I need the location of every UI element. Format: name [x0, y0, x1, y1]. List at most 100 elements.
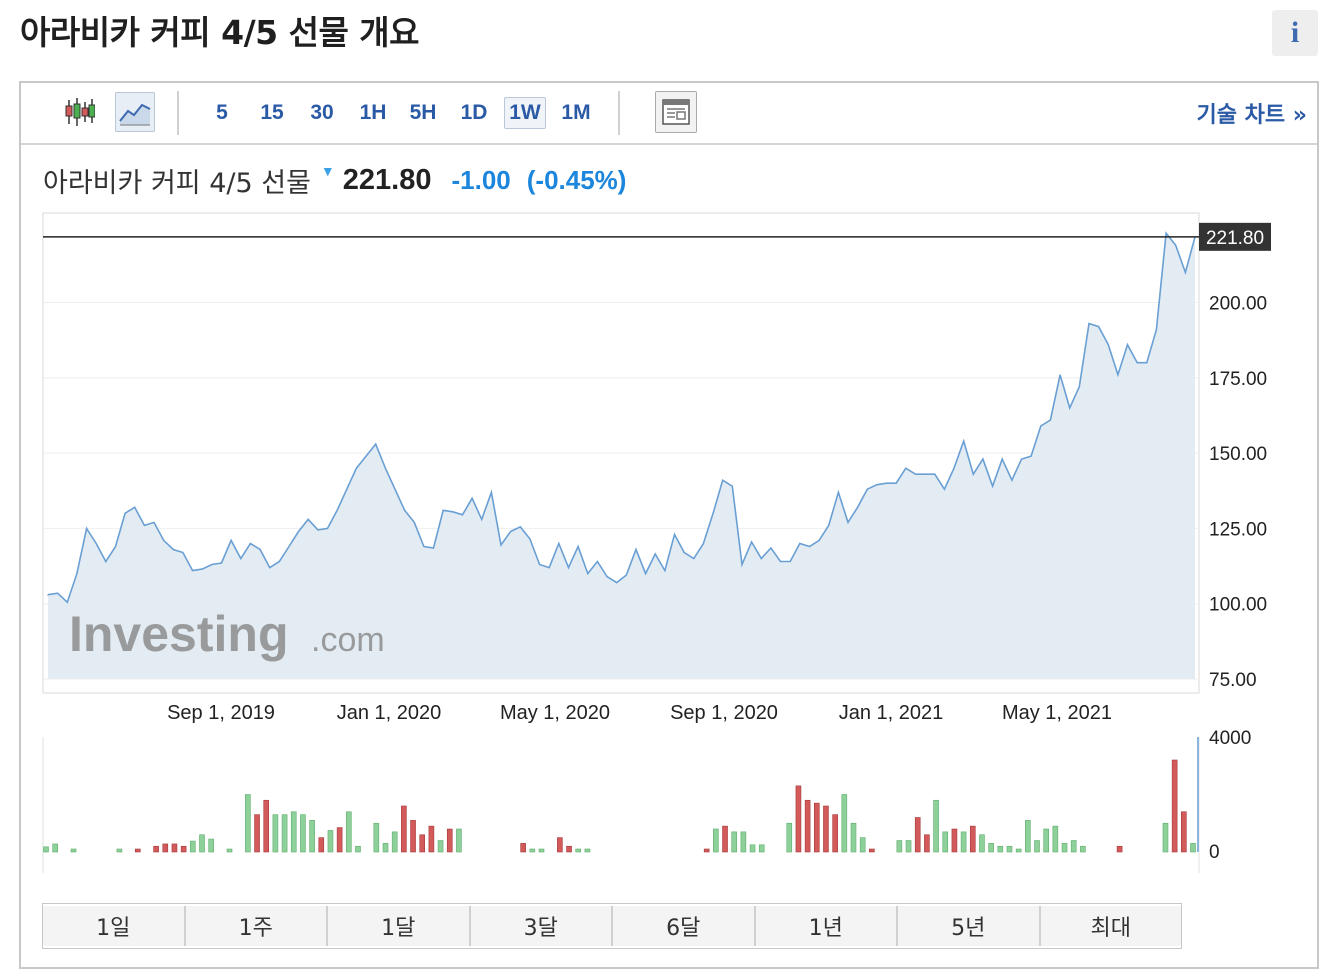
- volume-bar: [1181, 811, 1187, 853]
- volume-bar: [290, 811, 297, 853]
- volume-bar: [731, 831, 738, 853]
- volume-bar: [869, 848, 875, 853]
- volume-bar: [437, 840, 444, 853]
- volume-bar: [896, 840, 903, 853]
- info-button[interactable]: i: [1272, 10, 1318, 56]
- range-5y[interactable]: 5년: [898, 906, 1041, 946]
- x-tick-label: Jan 1, 2020: [337, 702, 442, 724]
- investing-watermark: Investing: [69, 606, 288, 662]
- volume-bar: [208, 838, 214, 853]
- volume-bar: [428, 825, 435, 853]
- volume-bar: [841, 794, 848, 853]
- price-area: [48, 233, 1195, 679]
- volume-bar: [914, 817, 921, 853]
- volume-tick-label: 4000: [1209, 728, 1251, 749]
- range-max[interactable]: 최대: [1040, 906, 1181, 946]
- chart-toolbar: 5 15 30 1H 5H 1D 1W 1M 기술 차트 »: [21, 83, 1317, 145]
- volume-bar: [905, 840, 912, 853]
- volume-bar: [584, 848, 591, 853]
- volume-bar: [1043, 828, 1049, 853]
- candlestick-icon: [65, 98, 95, 126]
- volume-bar: [419, 834, 426, 853]
- volume-bar: [997, 845, 1004, 853]
- volume-bar: [538, 848, 545, 853]
- table-icon: [662, 99, 690, 125]
- timeframe-30[interactable]: 30: [310, 101, 334, 124]
- toolbar-divider: [177, 91, 179, 135]
- volume-bar: [1061, 843, 1068, 853]
- volume-bar: [1171, 759, 1178, 853]
- range-1y[interactable]: 1년: [755, 906, 898, 946]
- volume-bar: [382, 843, 389, 853]
- timeframe-15[interactable]: 15: [260, 101, 284, 124]
- price-change: -1.00: [451, 164, 511, 195]
- timeframe-1w[interactable]: 1W: [504, 97, 546, 129]
- y-tick-label: 200.00: [1209, 294, 1267, 315]
- timeframe-5[interactable]: 5: [216, 101, 228, 124]
- volume-bar: [281, 814, 288, 853]
- range-3m[interactable]: 3달: [470, 906, 613, 946]
- volume-bar: [951, 828, 958, 853]
- volume-tick-label: 0: [1209, 842, 1220, 863]
- volume-bar: [134, 848, 141, 853]
- volume-bar: [355, 845, 361, 853]
- volume-bar: [758, 844, 765, 853]
- investing-watermark-suffix: .com: [311, 621, 385, 659]
- volume-bar: [1015, 848, 1022, 853]
- volume-bar: [1080, 845, 1086, 853]
- price-line: [47, 231, 1196, 604]
- chart-panel: 5 15 30 1H 5H 1D 1W 1M 기술 차트 » 아라비카 커피 4…: [19, 81, 1319, 969]
- price-down-icon: ▼: [320, 163, 335, 179]
- volume-bar: [180, 845, 187, 853]
- range-1m[interactable]: 1달: [328, 906, 471, 946]
- price-change-percent: (-0.45%): [526, 164, 627, 195]
- volume-bar: [713, 828, 719, 853]
- range-selector: 1일 1주 1달 3달 6달 1년 5년 최대: [42, 903, 1182, 949]
- volume-bar: [1025, 820, 1031, 853]
- instrument-name: 아라비카 커피 4/5 선물: [43, 167, 311, 199]
- range-6m[interactable]: 6달: [613, 906, 756, 946]
- volume-bar: [1052, 825, 1059, 853]
- volume-bar: [401, 805, 407, 853]
- volume-bar: [722, 825, 728, 853]
- current-price-label: 221.80: [1206, 228, 1264, 249]
- volume-bar: [272, 814, 279, 853]
- y-tick-label: 100.00: [1209, 595, 1267, 616]
- volume-bar: [245, 794, 251, 853]
- volume-bar: [70, 848, 77, 853]
- range-1w[interactable]: 1주: [185, 906, 328, 946]
- volume-bar: [1162, 822, 1169, 853]
- timeframe-1d[interactable]: 1D: [460, 101, 488, 124]
- volume-bar: [346, 811, 352, 853]
- price-chart[interactable]: Investing .com 221.80 75.00 100.00 125.00 150.…: [21, 83, 1317, 893]
- area-chart-button[interactable]: [115, 92, 155, 132]
- toolbar-divider: [618, 91, 620, 135]
- volume-bar: [933, 799, 939, 853]
- data-table-button[interactable]: [655, 91, 697, 133]
- timeframe-5h[interactable]: 5H: [409, 101, 437, 124]
- volume-bar: [190, 840, 196, 853]
- volume-bar: [300, 814, 306, 853]
- volume-bar: [749, 844, 756, 853]
- volume-bar: [153, 845, 159, 853]
- line-chart-icon: [119, 103, 151, 126]
- volume-bar: [1190, 843, 1196, 853]
- volume-bar: [786, 822, 793, 853]
- y-tick-label: 175.00: [1209, 369, 1267, 390]
- timeframe-1m[interactable]: 1M: [561, 101, 591, 124]
- volume-bar: [327, 830, 334, 853]
- volume-bar: [557, 837, 563, 853]
- technical-chart-link[interactable]: 기술 차트 »: [1196, 103, 1308, 128]
- volume-bar: [116, 848, 123, 853]
- volume-bar: [703, 848, 710, 853]
- timeframe-1h[interactable]: 1H: [359, 101, 387, 124]
- candlestick-chart-button[interactable]: [59, 92, 99, 132]
- volume-bar: [410, 820, 416, 853]
- y-tick-label: 75.00: [1209, 670, 1257, 691]
- volume-bar: [850, 822, 857, 853]
- last-price: 221.80: [342, 163, 432, 196]
- volume-bar: [823, 805, 829, 853]
- x-tick-label: May 1, 2021: [1002, 702, 1112, 724]
- volume-bar: [575, 848, 582, 853]
- range-1d[interactable]: 1일: [43, 906, 186, 946]
